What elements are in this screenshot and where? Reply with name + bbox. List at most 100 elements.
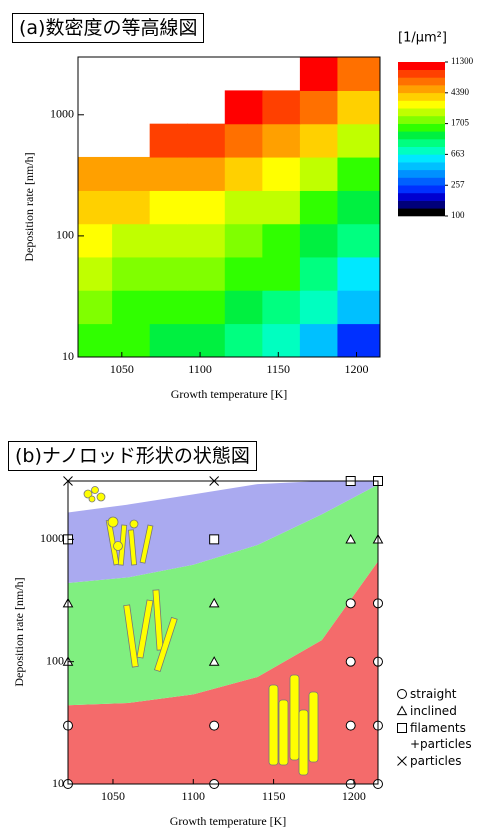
x-tick-label: 1200: [342, 789, 366, 803]
colorbar-band: [398, 162, 445, 170]
legend-entry: straight: [396, 686, 488, 702]
x-tick-label: 1150: [267, 362, 291, 376]
y-tick-label: 100: [46, 653, 64, 667]
legend-entry: particles: [396, 753, 488, 769]
contour-cell: [78, 224, 112, 257]
legend-label: filaments +particles: [410, 720, 488, 752]
contour-cell: [78, 257, 112, 290]
contour-cell: [225, 91, 263, 124]
y-tick-label: 1000: [40, 531, 64, 545]
x-axis-label: Growth temperature [K]: [171, 387, 288, 401]
chart-title: (a)数密度の等高線図: [12, 13, 204, 43]
legend-entry: filaments +particles: [396, 720, 488, 752]
plot-area: [68, 481, 378, 784]
colorbar-band: [398, 170, 445, 178]
contour-cell: [300, 224, 338, 257]
contour-cell: [263, 191, 301, 224]
contour-cell: [263, 124, 301, 157]
colorbar-tick-label: 4390: [451, 87, 470, 97]
legend-swatch: [396, 722, 408, 734]
contour-cell: [225, 157, 263, 190]
y-tick-label: 1000: [50, 107, 74, 121]
colorbar-tick-label: 11300: [451, 56, 474, 66]
marker: [346, 721, 355, 730]
contour-cell: [300, 57, 338, 91]
contour-cell: [188, 157, 226, 190]
contour-cell: [225, 257, 263, 290]
contour-cell: [225, 124, 263, 157]
marker: [398, 690, 407, 699]
contour-cell: [263, 224, 301, 257]
contour-cell: [112, 224, 150, 257]
colorbar-band: [398, 208, 445, 216]
contour-cell: [263, 91, 301, 124]
marker: [398, 724, 407, 733]
colorbar-label: [1/μm²]: [398, 31, 447, 46]
contour-cell: [78, 191, 112, 224]
contour-cell: [150, 124, 188, 157]
colorbar-band: [398, 108, 445, 116]
contour-cell: [188, 224, 226, 257]
colorbar-band: [398, 147, 445, 155]
colorbar-band: [398, 85, 445, 93]
plot-area: [78, 57, 380, 357]
contour-cell: [112, 290, 150, 323]
colorbar-band: [398, 93, 445, 101]
legend-label: inclined: [410, 703, 488, 719]
colorbar-tick-label: 100: [451, 210, 465, 220]
contour-cell: [263, 290, 301, 323]
marker: [210, 721, 219, 730]
contour-cell: [338, 124, 380, 157]
contour-cell: [225, 191, 263, 224]
marker: [346, 657, 355, 666]
contour-cell: [338, 290, 380, 323]
contour-cell: [300, 324, 338, 357]
colorbar-band: [398, 101, 445, 109]
y-tick-label: 10: [52, 776, 64, 790]
x-tick-label: 1200: [345, 362, 369, 376]
contour-cell: [225, 324, 263, 357]
contour-cell: [188, 257, 226, 290]
contour-cell: [188, 290, 226, 323]
contour-cell: [112, 257, 150, 290]
contour-cell: [188, 124, 226, 157]
colorbar-band: [398, 77, 445, 85]
colorbar-tick-label: 257: [451, 179, 465, 189]
contour-cell: [338, 224, 380, 257]
contour-cell: [263, 157, 301, 190]
colorbar-band: [398, 62, 445, 70]
legend-swatch: [396, 688, 408, 700]
y-tick-label: 100: [56, 228, 74, 242]
contour-cell: [150, 257, 188, 290]
contour-cell: [78, 290, 112, 323]
contour-cell: [150, 290, 188, 323]
colorbar-band: [398, 70, 445, 78]
contour-cell: [150, 224, 188, 257]
legend-swatch: [396, 705, 408, 717]
colorbar-band: [398, 139, 445, 147]
contour-cell: [338, 257, 380, 290]
colorbar-tick-label: 663: [451, 148, 465, 158]
contour-cell: [150, 324, 188, 357]
x-tick-label: 1150: [262, 789, 286, 803]
colorbar-band: [398, 131, 445, 139]
contour-cell: [188, 324, 226, 357]
colorbar-band: [398, 178, 445, 186]
legend-label: particles: [410, 753, 488, 769]
contour-cell: [338, 91, 380, 124]
x-tick-label: 1050: [110, 362, 134, 376]
contour-cell: [225, 224, 263, 257]
contour-cell: [263, 257, 301, 290]
contour-cell: [300, 191, 338, 224]
marker: [398, 707, 407, 715]
contour-cell: [300, 91, 338, 124]
contour-cell: [338, 324, 380, 357]
marker: [398, 757, 407, 766]
contour-cell: [338, 191, 380, 224]
contour-cell: [300, 124, 338, 157]
x-tick-label: 1050: [101, 789, 125, 803]
colorbar-band: [398, 124, 445, 132]
x-tick-label: 1100: [182, 789, 206, 803]
y-axis-label: Deposition rate [nm/h]: [22, 152, 36, 261]
